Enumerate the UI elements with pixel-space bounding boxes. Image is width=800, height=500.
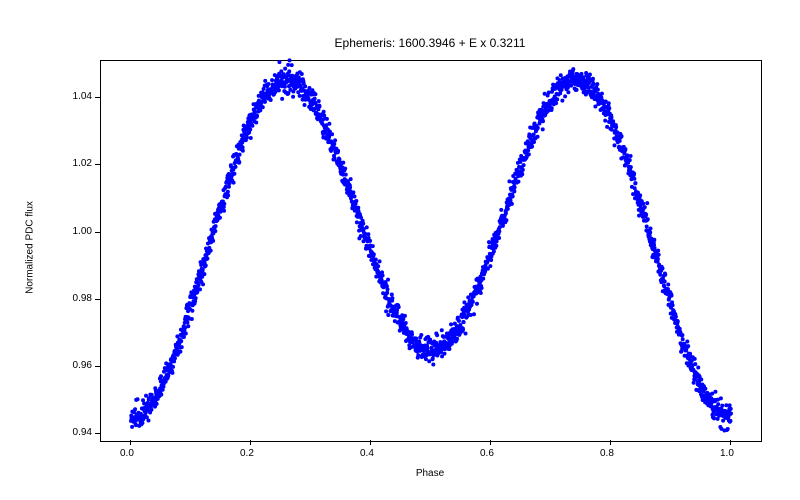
x-tick <box>130 440 131 445</box>
y-tick <box>95 299 100 300</box>
scatter-layer <box>101 61 761 441</box>
y-tick <box>95 164 100 165</box>
x-tick-label: 0.2 <box>240 448 254 459</box>
x-tick-label: 0.0 <box>120 448 134 459</box>
x-tick-label: 0.6 <box>480 448 494 459</box>
y-tick-label: 0.98 <box>73 293 92 304</box>
plot-area <box>100 60 762 442</box>
x-axis-label: Phase <box>100 468 760 479</box>
x-tick <box>490 440 491 445</box>
x-tick <box>610 440 611 445</box>
y-tick <box>95 232 100 233</box>
x-tick-label: 0.8 <box>600 448 614 459</box>
y-tick-label: 1.02 <box>73 158 92 169</box>
data-points <box>129 58 733 432</box>
y-tick-label: 0.96 <box>73 360 92 371</box>
figure: Ephemeris: 1600.3946 + E x 0.3211 Phase … <box>0 0 800 500</box>
chart-title: Ephemeris: 1600.3946 + E x 0.3211 <box>100 36 760 50</box>
y-tick-label: 1.00 <box>73 226 92 237</box>
y-tick <box>95 433 100 434</box>
x-tick <box>730 440 731 445</box>
y-tick-label: 0.94 <box>73 427 92 438</box>
y-tick-label: 1.04 <box>73 91 92 102</box>
x-tick <box>370 440 371 445</box>
y-tick <box>95 97 100 98</box>
x-tick-label: 1.0 <box>720 448 734 459</box>
y-axis-label: Normalized PDC flux <box>25 198 36 298</box>
y-tick <box>95 366 100 367</box>
x-tick-label: 0.4 <box>360 448 374 459</box>
x-tick <box>250 440 251 445</box>
